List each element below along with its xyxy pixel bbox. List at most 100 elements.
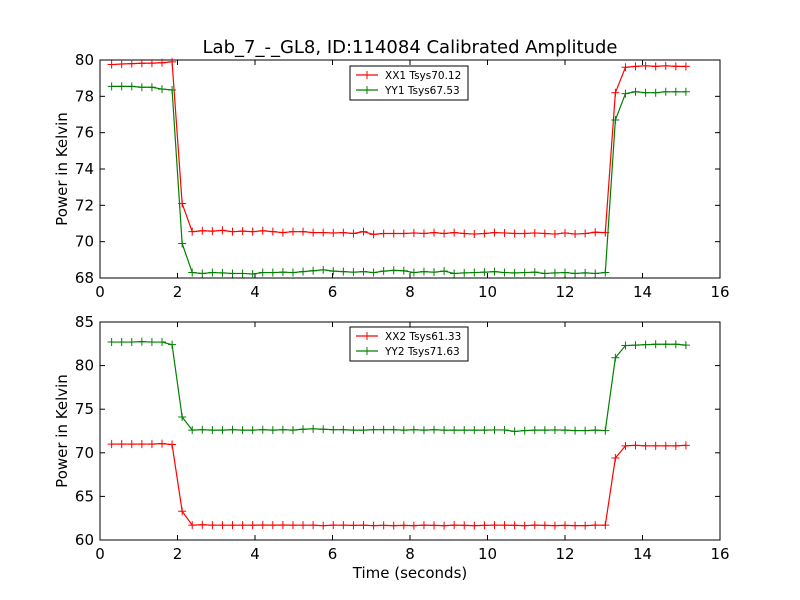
data-point <box>520 229 529 238</box>
data-point <box>127 338 136 347</box>
data-point <box>430 425 439 434</box>
data-point <box>158 85 166 94</box>
x-tick-label: 6 <box>328 283 338 301</box>
y-tick-label: 78 <box>75 87 94 105</box>
data-point <box>339 267 348 276</box>
data-point <box>339 521 348 530</box>
data-point <box>137 83 146 92</box>
legend-entry: YY2 Tsys71.63 <box>384 346 460 358</box>
data-point <box>168 340 177 349</box>
data-point <box>520 268 529 277</box>
data-point <box>550 268 559 277</box>
x-axis-label: Time (seconds) <box>352 564 468 582</box>
y-tick-label: 68 <box>75 269 94 287</box>
data-point <box>621 341 630 350</box>
x-tick-label: 8 <box>405 283 415 301</box>
data-point <box>571 269 580 278</box>
data-point <box>581 229 590 238</box>
data-point <box>470 268 479 277</box>
data-point <box>117 82 126 91</box>
data-point <box>238 227 247 236</box>
data-point <box>288 521 297 530</box>
data-point <box>399 266 408 275</box>
x-tick-label: 0 <box>95 545 105 563</box>
data-point <box>681 441 690 450</box>
series-line <box>111 341 686 433</box>
data-point <box>450 521 459 530</box>
data-point <box>450 269 459 278</box>
x-tick-label: 0 <box>95 283 105 301</box>
data-point <box>228 269 237 278</box>
x-tick-label: 14 <box>633 283 652 301</box>
data-point <box>450 426 459 435</box>
data-point <box>319 228 328 237</box>
data-point <box>480 229 489 238</box>
data-point <box>127 440 136 449</box>
y-tick-label: 75 <box>75 400 94 418</box>
series-1 <box>107 57 690 239</box>
legend: XX1 Tsys70.12 YY1 Tsys67.53 <box>349 65 469 101</box>
data-point <box>399 426 408 435</box>
data-point <box>208 426 217 435</box>
series-1 <box>107 439 690 530</box>
data-point <box>107 82 116 91</box>
data-point <box>661 61 670 70</box>
data-point <box>540 426 549 435</box>
data-point <box>309 521 318 530</box>
data-point <box>440 229 449 238</box>
data-point <box>299 267 308 276</box>
data-point <box>349 521 358 530</box>
x-tick-label: 2 <box>173 283 183 301</box>
data-point <box>188 426 197 435</box>
data-point <box>198 269 207 278</box>
data-point <box>651 441 660 450</box>
data-point <box>359 267 368 276</box>
data-point <box>258 268 267 277</box>
data-point <box>208 227 217 236</box>
data-point <box>389 521 398 530</box>
data-point <box>218 426 227 435</box>
data-point <box>419 267 428 276</box>
data-point <box>278 425 287 434</box>
data-point <box>127 82 136 91</box>
data-point <box>379 267 388 276</box>
data-point <box>329 425 338 434</box>
data-point <box>168 85 177 94</box>
data-point <box>117 59 126 68</box>
data-point <box>218 521 227 530</box>
data-point <box>540 229 549 238</box>
data-point <box>319 425 328 434</box>
data-point <box>591 269 600 278</box>
data-point <box>581 426 590 435</box>
y-axis-label: Power in Kelvin <box>53 112 71 226</box>
data-point <box>651 340 660 349</box>
data-point <box>329 228 338 237</box>
data-point <box>288 268 297 277</box>
data-point <box>278 521 287 530</box>
data-point <box>198 425 207 434</box>
data-point <box>389 425 398 434</box>
data-point <box>671 87 680 96</box>
data-point <box>510 268 519 277</box>
legend-entry: XX1 Tsys70.12 <box>385 70 461 82</box>
data-point <box>611 88 620 97</box>
data-point <box>158 338 166 347</box>
series-line <box>111 443 686 527</box>
data-point <box>379 521 388 530</box>
data-point <box>601 426 610 435</box>
data-point <box>389 229 398 238</box>
data-point <box>550 230 559 239</box>
data-point <box>238 269 247 278</box>
data-point <box>460 426 469 435</box>
legend-marker <box>363 347 371 355</box>
data-point <box>681 62 690 71</box>
data-point <box>500 228 509 237</box>
data-point <box>299 227 308 236</box>
data-point <box>168 440 177 449</box>
y-tick-label: 70 <box>75 444 94 462</box>
data-point <box>107 440 116 449</box>
data-point <box>389 266 398 275</box>
data-point <box>641 441 650 450</box>
data-point <box>208 268 217 277</box>
data-point <box>460 521 469 530</box>
